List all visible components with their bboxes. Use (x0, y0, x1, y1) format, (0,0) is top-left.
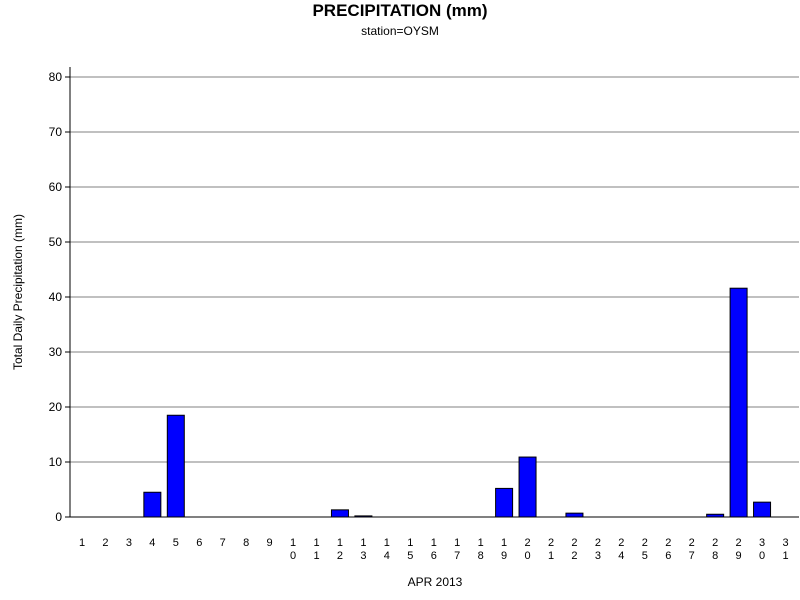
x-tick-label: 7 (220, 537, 226, 549)
bar (729, 287, 748, 518)
x-tick-labels: 1 2 3 4 5 6 7 8 9 1 01 11 21 31 41 51 61 71 81 92 02 12 22 32 42… (79, 537, 789, 562)
bar (143, 491, 162, 518)
bar (330, 509, 349, 518)
x-tick-label: 6 (196, 537, 202, 549)
y-axis-label: Total Daily Precipitation (mm) (11, 214, 25, 370)
y-tick-label: 60 (49, 180, 63, 194)
y-tick-label: 40 (49, 290, 63, 304)
y-tick-label: 70 (49, 125, 63, 139)
x-tick-label: 1 (79, 537, 85, 549)
y-tick-label: 80 (49, 70, 63, 84)
y-tick-labels: 0 10 20 30 40 50 60 70 80 (49, 70, 63, 524)
x-tick-label: 9 (267, 537, 273, 549)
bar (495, 487, 514, 518)
x-tick-label: 3 (126, 537, 132, 549)
y-tick-label: 20 (49, 400, 63, 414)
bar (518, 456, 537, 518)
x-tick-label: 2 (102, 537, 108, 549)
bars (143, 287, 772, 518)
y-tick-label: 10 (49, 455, 63, 469)
gridlines (70, 76, 799, 463)
bar (753, 501, 772, 518)
y-tick-label: 0 (55, 510, 62, 524)
bar (166, 414, 185, 518)
y-tick-label: 30 (49, 345, 63, 359)
chart-subtitle: station=OYSM (361, 24, 439, 38)
x-tick-label: 4 (149, 537, 155, 549)
bar (565, 512, 584, 518)
x-tick-label: 8 (243, 537, 249, 549)
axes (65, 67, 799, 518)
x-tick-label: 5 (173, 537, 179, 549)
x-axis-label: APR 2013 (408, 575, 463, 589)
chart-title: PRECIPITATION (mm) (312, 1, 488, 20)
y-tick-label: 50 (49, 235, 63, 249)
